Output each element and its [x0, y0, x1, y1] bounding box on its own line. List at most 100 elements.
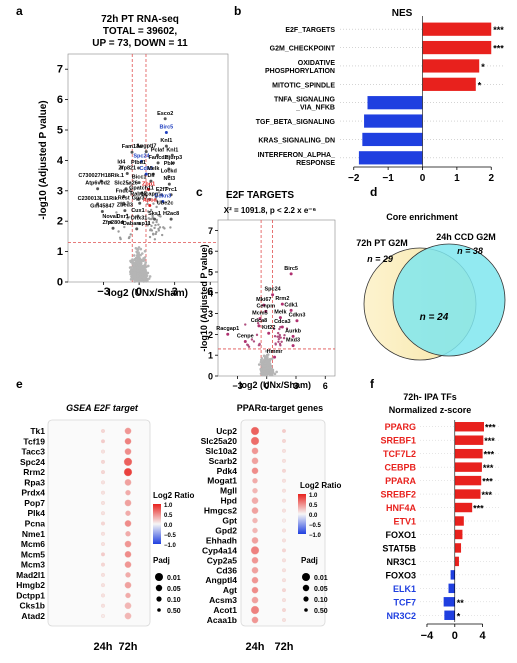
gene-row-label: Hpd	[220, 496, 237, 506]
x-tick-label: −3	[232, 381, 242, 391]
gene-row-label: Agt	[223, 585, 237, 595]
dot-72h	[282, 548, 286, 553]
colorbar-tick: 0.0	[164, 523, 173, 529]
labeled-point	[96, 187, 100, 191]
gene-row-label: Cks1b	[19, 601, 45, 611]
bg-point	[264, 349, 268, 353]
gene-row-label: Cd36	[216, 565, 237, 575]
x-tick-label: −1	[382, 173, 394, 184]
bg-point	[136, 253, 139, 256]
e-right-color-title: Log2 Ratio	[300, 481, 341, 490]
tf-bar	[454, 448, 483, 459]
y-tick-label: 7	[208, 226, 213, 236]
sig-point	[160, 233, 164, 237]
panel-a-title-2: TOTAL = 39602,	[103, 26, 177, 37]
gene-row-label: Tacc3	[22, 447, 46, 457]
padj-size-dot	[303, 596, 309, 602]
dot-72h	[125, 489, 131, 496]
panel-b-chart: E2F_TARGETS *** G2M_CHECKPOINT *** OXIDATIVE…	[256, 16, 505, 184]
sig-point	[274, 343, 277, 346]
nes-bar	[422, 22, 492, 36]
bg-point	[129, 268, 133, 272]
labeled-point	[109, 220, 113, 224]
padj-size-label: 0.05	[167, 586, 181, 593]
colorbar-tick: −1.0	[309, 533, 322, 539]
gene-row-label: Plk4	[28, 508, 46, 518]
bg-point	[265, 370, 268, 374]
bg-point	[144, 261, 147, 264]
bg-point	[139, 269, 143, 272]
panel-e-right-legend: Log2 Ratio 1.0 0.5 0.0 −0.5 −1.0 Padj 0.01 0.…	[298, 481, 341, 615]
sig-point	[154, 232, 157, 236]
bg-point	[130, 271, 134, 275]
labeled-point	[144, 172, 148, 176]
dot-72h	[282, 558, 286, 563]
gene-row-label: Hmgcs2	[204, 506, 237, 516]
tf-label: SREBF1	[380, 436, 416, 446]
sig-point	[257, 344, 261, 347]
panel-e-left-legend: Log2 Ratio 1.0 0.5 0.0 −0.5 −1.0 Padj 0.01 0.…	[153, 491, 194, 615]
dot-24h	[101, 490, 105, 495]
y-tick-label: 4	[57, 155, 64, 167]
bg-point	[138, 265, 141, 269]
sig-point	[158, 214, 161, 217]
sig-point	[120, 201, 123, 204]
gene-label: C230013L11Rik	[78, 196, 119, 202]
panel-a: a 72h PT RNA-seq TOTAL = 39602, UP = 73,…	[16, 4, 229, 299]
gene-label: Cdca8	[251, 318, 268, 324]
gene-row-label: Mad2l1	[16, 570, 45, 580]
bg-point	[260, 357, 264, 360]
labeled-point	[169, 217, 173, 221]
venn-right-n: n = 38	[457, 246, 483, 256]
sig-point	[118, 236, 122, 239]
tf-label: HNF4A	[386, 503, 417, 513]
colorbar-tick: 0.5	[309, 503, 318, 509]
dot-24h	[101, 542, 105, 547]
bg-point	[273, 372, 277, 376]
tf-label: NR3C1	[386, 557, 416, 567]
bg-point	[135, 250, 138, 254]
labeled-point	[257, 324, 261, 328]
panel-c-axes: −3 0 3 6 0 1 2 3 4 5 6 7	[208, 219, 336, 391]
sig-point	[151, 232, 155, 236]
tf-label: TCF7	[394, 597, 417, 607]
dot-72h	[282, 608, 286, 613]
tf-label: NR3C2	[386, 611, 416, 621]
padj-size-dot	[155, 573, 163, 581]
dot-24h	[251, 586, 259, 594]
labeled-point	[153, 217, 157, 221]
tf-label: ELK1	[393, 584, 416, 594]
labeled-point	[160, 193, 164, 197]
gene-row-label: Slc25a20	[201, 436, 238, 446]
e-left-colorbar	[153, 504, 161, 544]
gene-row-label: Cyp4a14	[202, 545, 237, 555]
panel-a-ylabel: -log10 (Adjusted P value)	[38, 100, 49, 219]
gene-row-label: Slc10a2	[205, 446, 237, 456]
labeled-point	[164, 144, 168, 148]
dot-72h	[282, 568, 286, 573]
gene-row-label: Pop7	[24, 498, 45, 508]
sig-point	[279, 336, 282, 339]
gene-label: Birc5	[284, 266, 298, 272]
bg-point	[138, 263, 141, 267]
padj-size-label: 0.05	[314, 586, 328, 593]
y-tick-label: 0	[208, 372, 213, 382]
labeled-point	[164, 130, 168, 134]
bg-point	[264, 355, 267, 358]
tf-bar	[454, 489, 481, 499]
dot-24h	[251, 596, 259, 604]
nes-significance: ***	[493, 25, 504, 35]
gene-label: Spc24	[133, 153, 150, 159]
dot-72h	[282, 588, 286, 593]
labeled-point	[135, 227, 139, 231]
dot-24h	[101, 552, 105, 557]
dot-24h	[101, 593, 105, 598]
panel-a-title-3: UP = 73, DOWN = 11	[92, 38, 188, 49]
dot-72h	[124, 540, 132, 548]
tf-significance: ***	[484, 450, 495, 460]
tf-label: FOXO3	[385, 570, 416, 580]
gene-label: Gpr37	[132, 195, 148, 201]
panel-f-title-2: Normalized z-score	[389, 405, 472, 415]
sig-point	[273, 335, 277, 338]
panel-e-left-dots: Tk1Tcf19Tacc3Spc24Rrm2Rpa3Prdx4Pop7Plk4P…	[16, 426, 138, 653]
